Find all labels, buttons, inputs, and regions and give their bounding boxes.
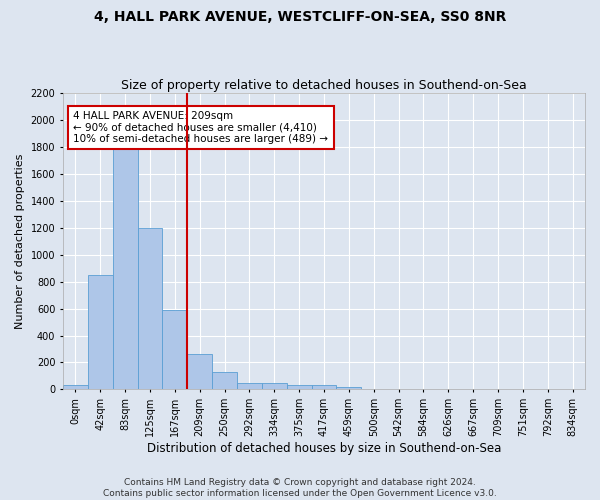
Text: 4, HALL PARK AVENUE, WESTCLIFF-ON-SEA, SS0 8NR: 4, HALL PARK AVENUE, WESTCLIFF-ON-SEA, S… (94, 10, 506, 24)
Bar (63, 386, 88, 390)
Bar (311, 386, 337, 390)
Bar (163, 310, 187, 390)
Bar (88, 275, 113, 390)
Y-axis label: Number of detached properties: Number of detached properties (15, 154, 25, 329)
Text: 4 HALL PARK AVENUE: 209sqm
← 90% of detached houses are smaller (4,410)
10% of s: 4 HALL PARK AVENUE: 209sqm ← 90% of deta… (73, 111, 328, 144)
Bar (137, 228, 163, 390)
Bar (287, 384, 311, 390)
Bar (187, 354, 212, 390)
Bar (337, 388, 361, 390)
Bar (113, 147, 137, 390)
Title: Size of property relative to detached houses in Southend-on-Sea: Size of property relative to detached ho… (121, 79, 527, 92)
Bar (212, 372, 237, 390)
Bar (237, 382, 262, 390)
X-axis label: Distribution of detached houses by size in Southend-on-Sea: Distribution of detached houses by size … (147, 442, 501, 455)
Bar (262, 382, 287, 390)
Text: Contains HM Land Registry data © Crown copyright and database right 2024.
Contai: Contains HM Land Registry data © Crown c… (103, 478, 497, 498)
